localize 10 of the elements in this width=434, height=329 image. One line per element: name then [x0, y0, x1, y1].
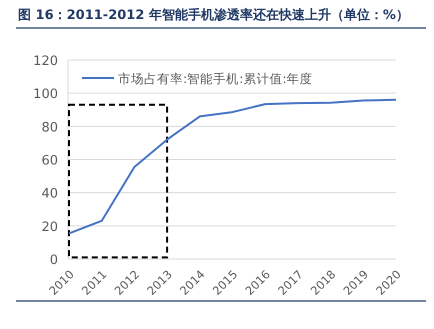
chart-title: 图 16：2011-2012 年智能手机渗透率还在快速上升（单位：%） [18, 7, 409, 23]
y-tick-label: 100 [33, 87, 58, 102]
y-tick-label: 0 [50, 253, 58, 268]
y-tick-label: 120 [33, 54, 58, 69]
line-series [68, 98, 397, 234]
y-tick-label: 60 [41, 154, 58, 168]
y-tick-label: 20 [41, 220, 58, 235]
y-tick-label: 80 [41, 120, 58, 136]
legend-label: 市场占有率:智能手机:累计值:年度 [118, 71, 313, 86]
y-tick-label: 40 [41, 186, 58, 202]
